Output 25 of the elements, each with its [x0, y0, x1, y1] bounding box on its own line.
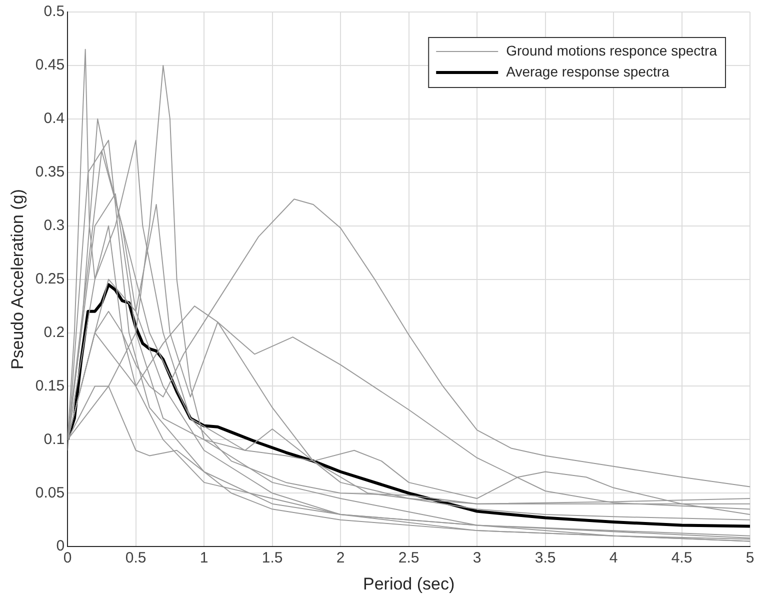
x-tick-label: 5	[746, 550, 754, 567]
x-tick-label: 4.5	[671, 550, 692, 567]
x-tick-label: 4	[609, 550, 618, 567]
x-tick-label: 3.5	[534, 550, 556, 567]
y-tick-label: 0.1	[44, 430, 65, 448]
x-tick-label: 3	[472, 550, 482, 567]
y-tick-label: 0.45	[35, 56, 65, 74]
y-tick-label: 0.2	[44, 324, 65, 341]
y-tick-label: 0.05	[35, 484, 65, 502]
y-tick-label: 0.4	[44, 110, 65, 128]
legend-label: Ground motions responce spectra	[506, 42, 718, 58]
x-tick-label: 2	[336, 550, 345, 567]
y-tick-label: 0.15	[35, 377, 65, 394]
x-tick-label: 1	[200, 550, 208, 567]
legend-label: Average response spectra	[506, 63, 670, 80]
y-tick-label: 0.25	[35, 270, 65, 288]
y-tick-label: 0.5	[44, 3, 65, 20]
x-tick-label: 0.5	[125, 550, 146, 567]
x-tick-label: 1.5	[262, 550, 283, 567]
y-axis-title: Pseudo Acceleration (g)	[8, 189, 27, 370]
x-tick-label: 2.5	[398, 550, 420, 567]
x-axis-title: Period (sec)	[362, 574, 455, 594]
y-tick-label: 0	[56, 538, 65, 555]
y-tick-label: 0.35	[35, 164, 65, 181]
y-tick-label: 0.3	[44, 216, 65, 234]
